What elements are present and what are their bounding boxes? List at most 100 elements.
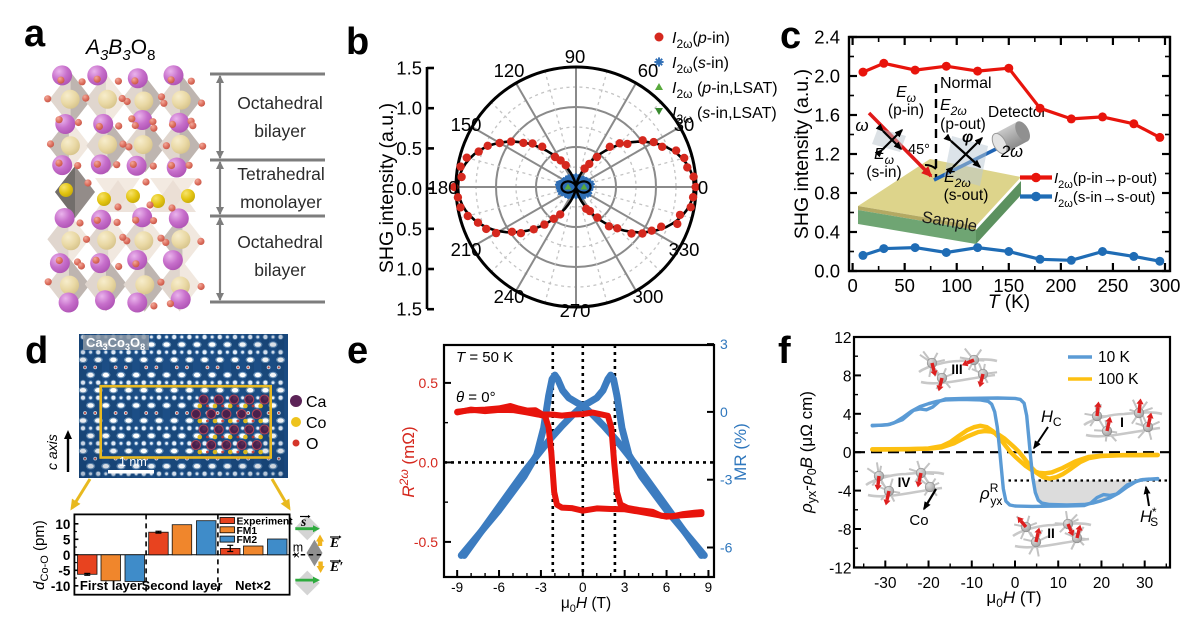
svg-text:θ = 0°: θ = 0° <box>456 389 496 406</box>
svg-text:Octahedral: Octahedral <box>237 93 323 113</box>
svg-text:300: 300 <box>633 286 664 307</box>
svg-text:10: 10 <box>55 517 70 532</box>
svg-text:-8: -8 <box>838 522 852 539</box>
svg-text:(s-out): (s-out) <box>944 187 989 204</box>
svg-text:-9: -9 <box>451 580 463 595</box>
svg-text:×: × <box>293 548 300 562</box>
svg-text:0.5: 0.5 <box>396 138 422 159</box>
svg-text:(s-in): (s-in) <box>866 164 901 181</box>
svg-text:T = 50 K: T = 50 K <box>456 349 513 366</box>
svg-text:(p-in): (p-in) <box>888 102 924 119</box>
svg-text:0.0: 0.0 <box>814 261 840 282</box>
svg-text:-20: -20 <box>917 575 940 592</box>
svg-text:100 K: 100 K <box>1098 371 1139 388</box>
svg-text:IV: IV <box>898 475 911 490</box>
svg-text:II: II <box>1047 526 1055 541</box>
svg-text:III: III <box>951 362 962 377</box>
svg-text:Tetrahedral: Tetrahedral <box>237 164 325 184</box>
svg-text:O: O <box>306 436 318 453</box>
svg-text:6: 6 <box>663 580 671 595</box>
svg-text:b: b <box>346 21 369 63</box>
svg-text:0.4: 0.4 <box>814 222 840 243</box>
svg-text:240: 240 <box>494 286 525 307</box>
svg-text:2ω: 2ω <box>1000 143 1023 161</box>
svg-text:3: 3 <box>720 336 728 352</box>
svg-text:(p-out): (p-out) <box>940 116 986 133</box>
svg-text:250: 250 <box>1097 275 1128 296</box>
svg-text:270: 270 <box>560 300 591 321</box>
svg-text:-3: -3 <box>535 580 547 595</box>
svg-text:8: 8 <box>843 368 852 385</box>
svg-text:T (K): T (K) <box>988 292 1030 313</box>
svg-text:-30: -30 <box>874 575 897 592</box>
svg-text:ω: ω <box>855 116 868 135</box>
svg-text:bilayer: bilayer <box>254 121 306 141</box>
svg-text:Co: Co <box>909 512 928 529</box>
svg-text:90: 90 <box>565 46 586 67</box>
svg-text:FM2: FM2 <box>237 535 258 546</box>
svg-text:60: 60 <box>638 60 659 81</box>
svg-text:0.5: 0.5 <box>396 218 422 239</box>
svg-text:0.8: 0.8 <box>814 183 840 204</box>
svg-text:SHG intensity (a.u.): SHG intensity (a.u.) <box>376 103 398 273</box>
svg-text:H*S: H*S <box>1140 505 1158 529</box>
svg-text:f: f <box>778 330 791 372</box>
svg-text:SHG intensity (a.u.): SHG intensity (a.u.) <box>791 69 813 239</box>
svg-text:bilayer: bilayer <box>254 260 306 280</box>
svg-text:R2ω (mΩ): R2ω (mΩ) <box>397 426 418 497</box>
svg-text:c axis: c axis <box>44 434 60 470</box>
svg-text:1.6: 1.6 <box>814 105 840 126</box>
svg-text:1.5: 1.5 <box>396 299 422 320</box>
svg-text:Ca: Ca <box>306 394 327 411</box>
svg-text:E′: E′ <box>329 560 343 575</box>
svg-text:0: 0 <box>579 580 587 595</box>
svg-text:10: 10 <box>1050 575 1068 592</box>
svg-text:300: 300 <box>1150 275 1181 296</box>
svg-text:-10: -10 <box>961 575 984 592</box>
svg-text:2.4: 2.4 <box>814 27 840 48</box>
svg-text:3: 3 <box>621 580 629 595</box>
svg-text:-0.5: -0.5 <box>414 534 438 550</box>
svg-text:20: 20 <box>1093 575 1111 592</box>
svg-text:MR (%): MR (%) <box>731 423 750 481</box>
svg-text:c: c <box>780 15 801 57</box>
svg-text:Co: Co <box>306 415 327 432</box>
svg-text:330: 330 <box>669 239 700 260</box>
svg-text:-12: -12 <box>829 560 851 577</box>
svg-text:E: E <box>329 536 339 551</box>
svg-text:Octahedral: Octahedral <box>237 232 323 252</box>
svg-text:e: e <box>347 330 368 372</box>
svg-text:-10: -10 <box>51 579 71 594</box>
svg-text:100: 100 <box>941 275 972 296</box>
svg-text:2.0: 2.0 <box>814 66 840 87</box>
svg-text:Net×2: Net×2 <box>235 578 271 593</box>
svg-text:0: 0 <box>843 445 852 462</box>
svg-text:5: 5 <box>63 532 71 547</box>
svg-text:210: 210 <box>451 239 482 260</box>
svg-text:9: 9 <box>705 580 713 595</box>
svg-text:1 nm: 1 nm <box>119 455 147 469</box>
svg-text:10 K: 10 K <box>1098 349 1131 366</box>
svg-text:a: a <box>24 13 46 55</box>
svg-text:0: 0 <box>698 177 708 198</box>
svg-text:μ0H (T): μ0H (T) <box>986 588 1041 610</box>
svg-text:1.5: 1.5 <box>396 58 422 79</box>
svg-text:Normal: Normal <box>940 75 992 92</box>
svg-text:-6: -6 <box>493 580 505 595</box>
svg-text:monolayer: monolayer <box>240 192 322 212</box>
svg-text:-6: -6 <box>720 540 733 556</box>
svg-text:d: d <box>25 330 48 372</box>
svg-text:150: 150 <box>451 114 482 135</box>
svg-text:0.5: 0.5 <box>419 375 439 391</box>
svg-text:0: 0 <box>720 404 728 420</box>
svg-text:1.2: 1.2 <box>814 144 840 165</box>
svg-text:1.0: 1.0 <box>396 98 422 119</box>
svg-text:4: 4 <box>843 407 852 424</box>
svg-text:Ca3Co3O8: Ca3Co3O8 <box>86 335 145 352</box>
svg-text:120: 120 <box>494 60 525 81</box>
svg-text:I: I <box>1120 415 1124 430</box>
svg-text:30: 30 <box>1136 575 1154 592</box>
svg-text:12: 12 <box>834 330 851 347</box>
svg-text:-5: -5 <box>58 563 70 578</box>
svg-text:200: 200 <box>1045 275 1076 296</box>
